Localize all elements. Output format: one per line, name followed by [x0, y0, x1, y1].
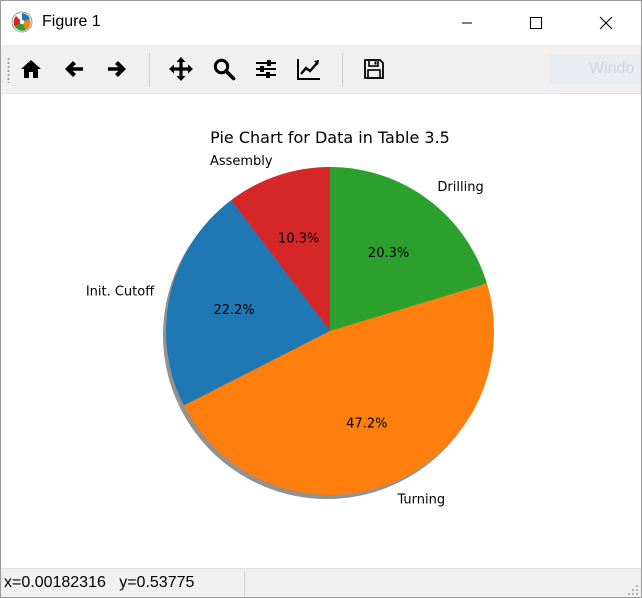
slice-label-drilling: Drilling	[437, 180, 483, 195]
pct-label-assembly: 10.3%	[278, 232, 319, 247]
minimize-icon	[462, 22, 472, 24]
maximize-icon	[530, 17, 542, 29]
close-button[interactable]	[583, 1, 629, 45]
pan-icon	[169, 57, 193, 81]
pie-slice-drilling	[330, 167, 487, 331]
save-button[interactable]	[358, 53, 390, 85]
zoom-button[interactable]	[208, 53, 240, 85]
pie-chart: 10.3% 22.2% 47.2% 20.3% Assembly Init. Cutof…	[86, 128, 494, 507]
minimize-button[interactable]	[444, 1, 490, 45]
cursor-coordinates: x=0.00182316 y=0.53775	[4, 574, 195, 591]
maximize-button[interactable]	[513, 1, 559, 45]
pan-button[interactable]	[165, 53, 197, 85]
slice-label-turning: Turning	[396, 492, 445, 507]
edit-axis-button[interactable]	[293, 53, 325, 85]
subplots-icon	[256, 60, 276, 78]
window-title: Figure 1	[42, 13, 101, 30]
home-button[interactable]	[15, 53, 47, 85]
zoom-icon	[213, 58, 236, 81]
window-label: Windo	[549, 54, 641, 84]
matplotlib-logo-icon	[11, 11, 33, 33]
slice-label-init-cutoff: Init. Cutoff	[86, 285, 155, 300]
status-separator	[244, 571, 245, 596]
toolbar-separator	[342, 53, 343, 87]
pct-label-init-cutoff: 22.2%	[213, 303, 254, 318]
resize-grip-icon[interactable]	[627, 584, 639, 596]
slice-label-assembly: Assembly	[210, 154, 273, 169]
pct-label-turning: 47.2%	[346, 416, 387, 431]
toolbar-separator	[149, 53, 150, 87]
forward-arrow-icon	[108, 61, 126, 77]
pct-label-drilling: 20.3%	[368, 246, 409, 261]
back-button[interactable]	[58, 53, 90, 85]
save-icon	[364, 59, 384, 79]
figure-canvas[interactable]: 10.3% 22.2% 47.2% 20.3% Assembly Init. Cutof…	[1, 94, 641, 568]
chart-title: Pie Chart for Data in Table 3.5	[210, 128, 450, 147]
title-bar[interactable]: Figure 1	[1, 1, 641, 45]
pie-slice-assembly	[231, 167, 330, 331]
status-bar: x=0.00182316 y=0.53775	[1, 568, 641, 597]
toolbar-grip[interactable]	[7, 57, 10, 83]
back-arrow-icon	[65, 61, 83, 77]
edit-axis-icon	[297, 59, 320, 80]
subplots-button[interactable]	[250, 53, 282, 85]
navigation-toolbar: Windo	[1, 45, 641, 94]
forward-button[interactable]	[101, 53, 133, 85]
close-icon	[599, 16, 613, 30]
home-icon	[21, 60, 41, 78]
pie-slice-init-cutoff	[165, 200, 330, 406]
pie-slice-turning	[183, 283, 494, 495]
